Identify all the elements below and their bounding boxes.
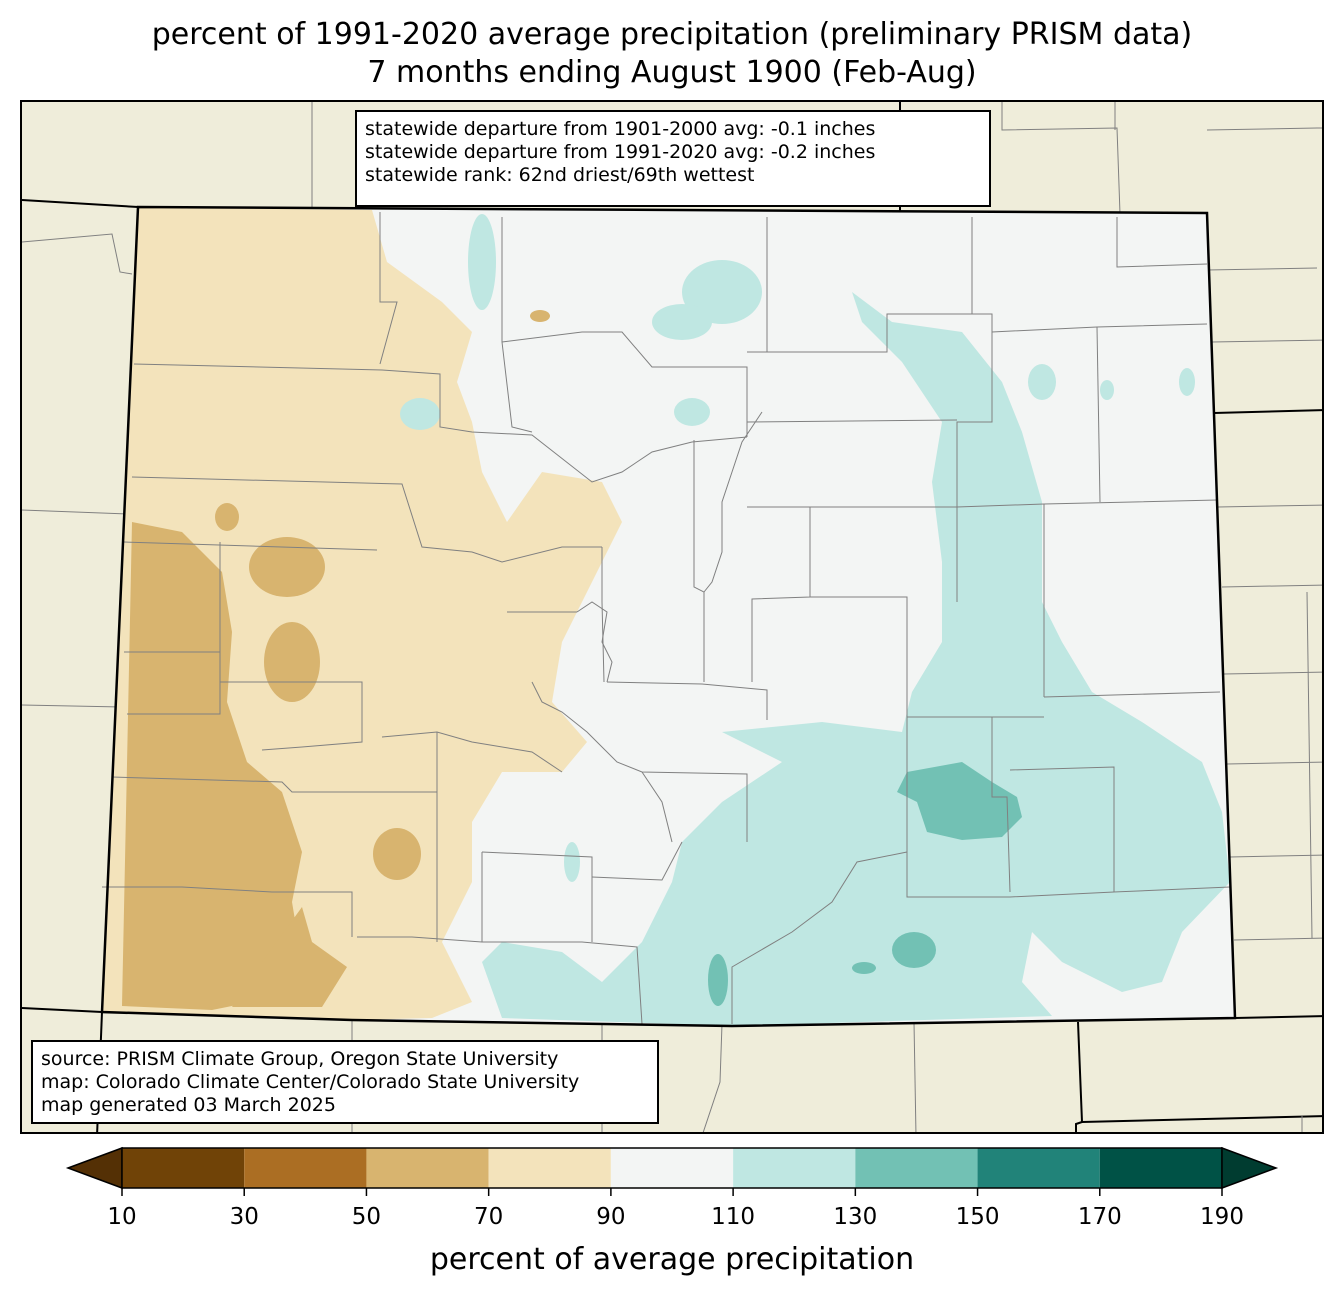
source-box: source: PRISM Climate Group, Oregon Stat… xyxy=(31,1040,659,1124)
colorbar xyxy=(65,1146,1279,1196)
colorbar-over-arrow xyxy=(1221,1146,1279,1190)
colorbar-tick-label: 190 xyxy=(1200,1204,1244,1230)
colorbar-ticks xyxy=(121,1188,1223,1196)
colorbar-bin xyxy=(122,1148,245,1188)
colorbar-tick-label: 150 xyxy=(955,1204,1000,1230)
colorbar-bin xyxy=(977,1148,1100,1188)
stats-line-1: statewide departure from 1901-2000 avg: … xyxy=(365,118,876,140)
colorbar-tick-label: 10 xyxy=(107,1204,137,1230)
colorbar-under-arrow xyxy=(65,1146,123,1190)
colorbar-tick-label: 130 xyxy=(833,1204,878,1230)
colorbar-tick-label: 30 xyxy=(229,1204,259,1230)
neighbor-county-lines xyxy=(22,102,1322,1132)
colorbar-bin xyxy=(1099,1148,1222,1188)
colorbar-bin xyxy=(855,1148,978,1188)
map-canvas xyxy=(22,102,1322,1132)
source-line-2: map: Colorado Climate Center/Colorado St… xyxy=(41,1071,580,1093)
statewide-stats-box: statewide departure from 1901-2000 avg: … xyxy=(355,110,991,207)
wet-region-110-130 xyxy=(482,292,1230,1026)
source-line-1: source: PRISM Climate Group, Oregon Stat… xyxy=(41,1048,559,1070)
colorbar-bin xyxy=(733,1148,856,1188)
colorbar-bins xyxy=(121,1147,1223,1189)
colorado-state-outline xyxy=(100,205,1237,1028)
stats-line-3: statewide rank: 62nd driest/69th wettest xyxy=(365,164,755,186)
wet-region-130-150 xyxy=(708,762,1022,1006)
precipitation-map xyxy=(20,100,1324,1134)
colorado-county-lines xyxy=(102,212,1231,1025)
map-title-line2: 7 months ending August 1900 (Feb-Aug) xyxy=(367,55,977,90)
wet-patches-110-130 xyxy=(400,214,1195,882)
colorbar-bin xyxy=(244,1148,367,1188)
map-title-line1: percent of 1991-2020 average precipitati… xyxy=(151,17,1193,52)
stats-line-2: statewide departure from 1991-2020 avg: … xyxy=(365,141,876,163)
colorbar-bin xyxy=(610,1148,734,1188)
colorbar-label: percent of average precipitation xyxy=(429,1242,915,1277)
colorbar-tick-label: 90 xyxy=(596,1204,626,1230)
colorbar-tick-label: 70 xyxy=(474,1204,504,1230)
source-line-3: map generated 03 March 2025 xyxy=(41,1094,336,1116)
colorbar-tick-label: 110 xyxy=(711,1204,756,1230)
dry-region-50-70 xyxy=(122,310,550,1010)
colorbar-tick-label: 170 xyxy=(1077,1204,1122,1230)
colorbar-bin xyxy=(488,1148,611,1188)
colorbar-tick-label: 50 xyxy=(351,1204,382,1230)
colorbar-bin xyxy=(366,1148,489,1188)
